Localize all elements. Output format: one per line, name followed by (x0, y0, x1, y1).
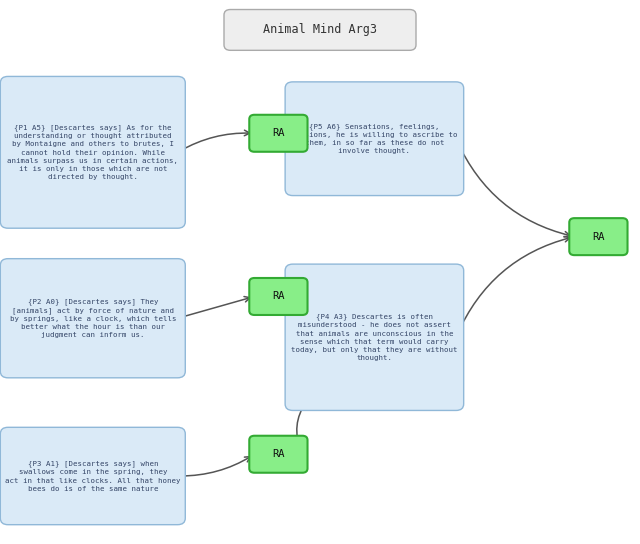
Text: {P3 A1} [Descartes says] when
swallows come in the spring, they
act in that like: {P3 A1} [Descartes says] when swallows c… (5, 460, 180, 492)
Text: RA: RA (272, 292, 285, 301)
Text: {P2 A0} [Descartes says] They
[animals] act by force of nature and
by springs, l: {P2 A0} [Descartes says] They [animals] … (10, 298, 176, 338)
FancyBboxPatch shape (285, 264, 463, 410)
Text: RA: RA (272, 128, 285, 138)
FancyBboxPatch shape (0, 259, 186, 378)
Text: {P4 A3} Descartes is often
misunderstood - he does not assert
that animals are u: {P4 A3} Descartes is often misunderstood… (291, 313, 458, 361)
FancyBboxPatch shape (570, 218, 627, 255)
FancyBboxPatch shape (250, 436, 308, 473)
FancyBboxPatch shape (0, 76, 186, 228)
FancyBboxPatch shape (250, 278, 308, 315)
Text: Animal Mind Arg3: Animal Mind Arg3 (263, 23, 377, 36)
FancyBboxPatch shape (0, 428, 186, 524)
Text: RA: RA (272, 449, 285, 459)
FancyBboxPatch shape (224, 9, 416, 51)
FancyBboxPatch shape (250, 115, 308, 152)
Text: {P5 A6} Sensations, feelings,
passions, he is willing to ascribe to
them, in so : {P5 A6} Sensations, feelings, passions, … (291, 123, 458, 154)
Text: {P1 A5} [Descartes says] As for the
understanding or thought attributed
by Monta: {P1 A5} [Descartes says] As for the unde… (7, 124, 179, 181)
Text: RA: RA (592, 232, 605, 242)
FancyBboxPatch shape (285, 82, 463, 196)
